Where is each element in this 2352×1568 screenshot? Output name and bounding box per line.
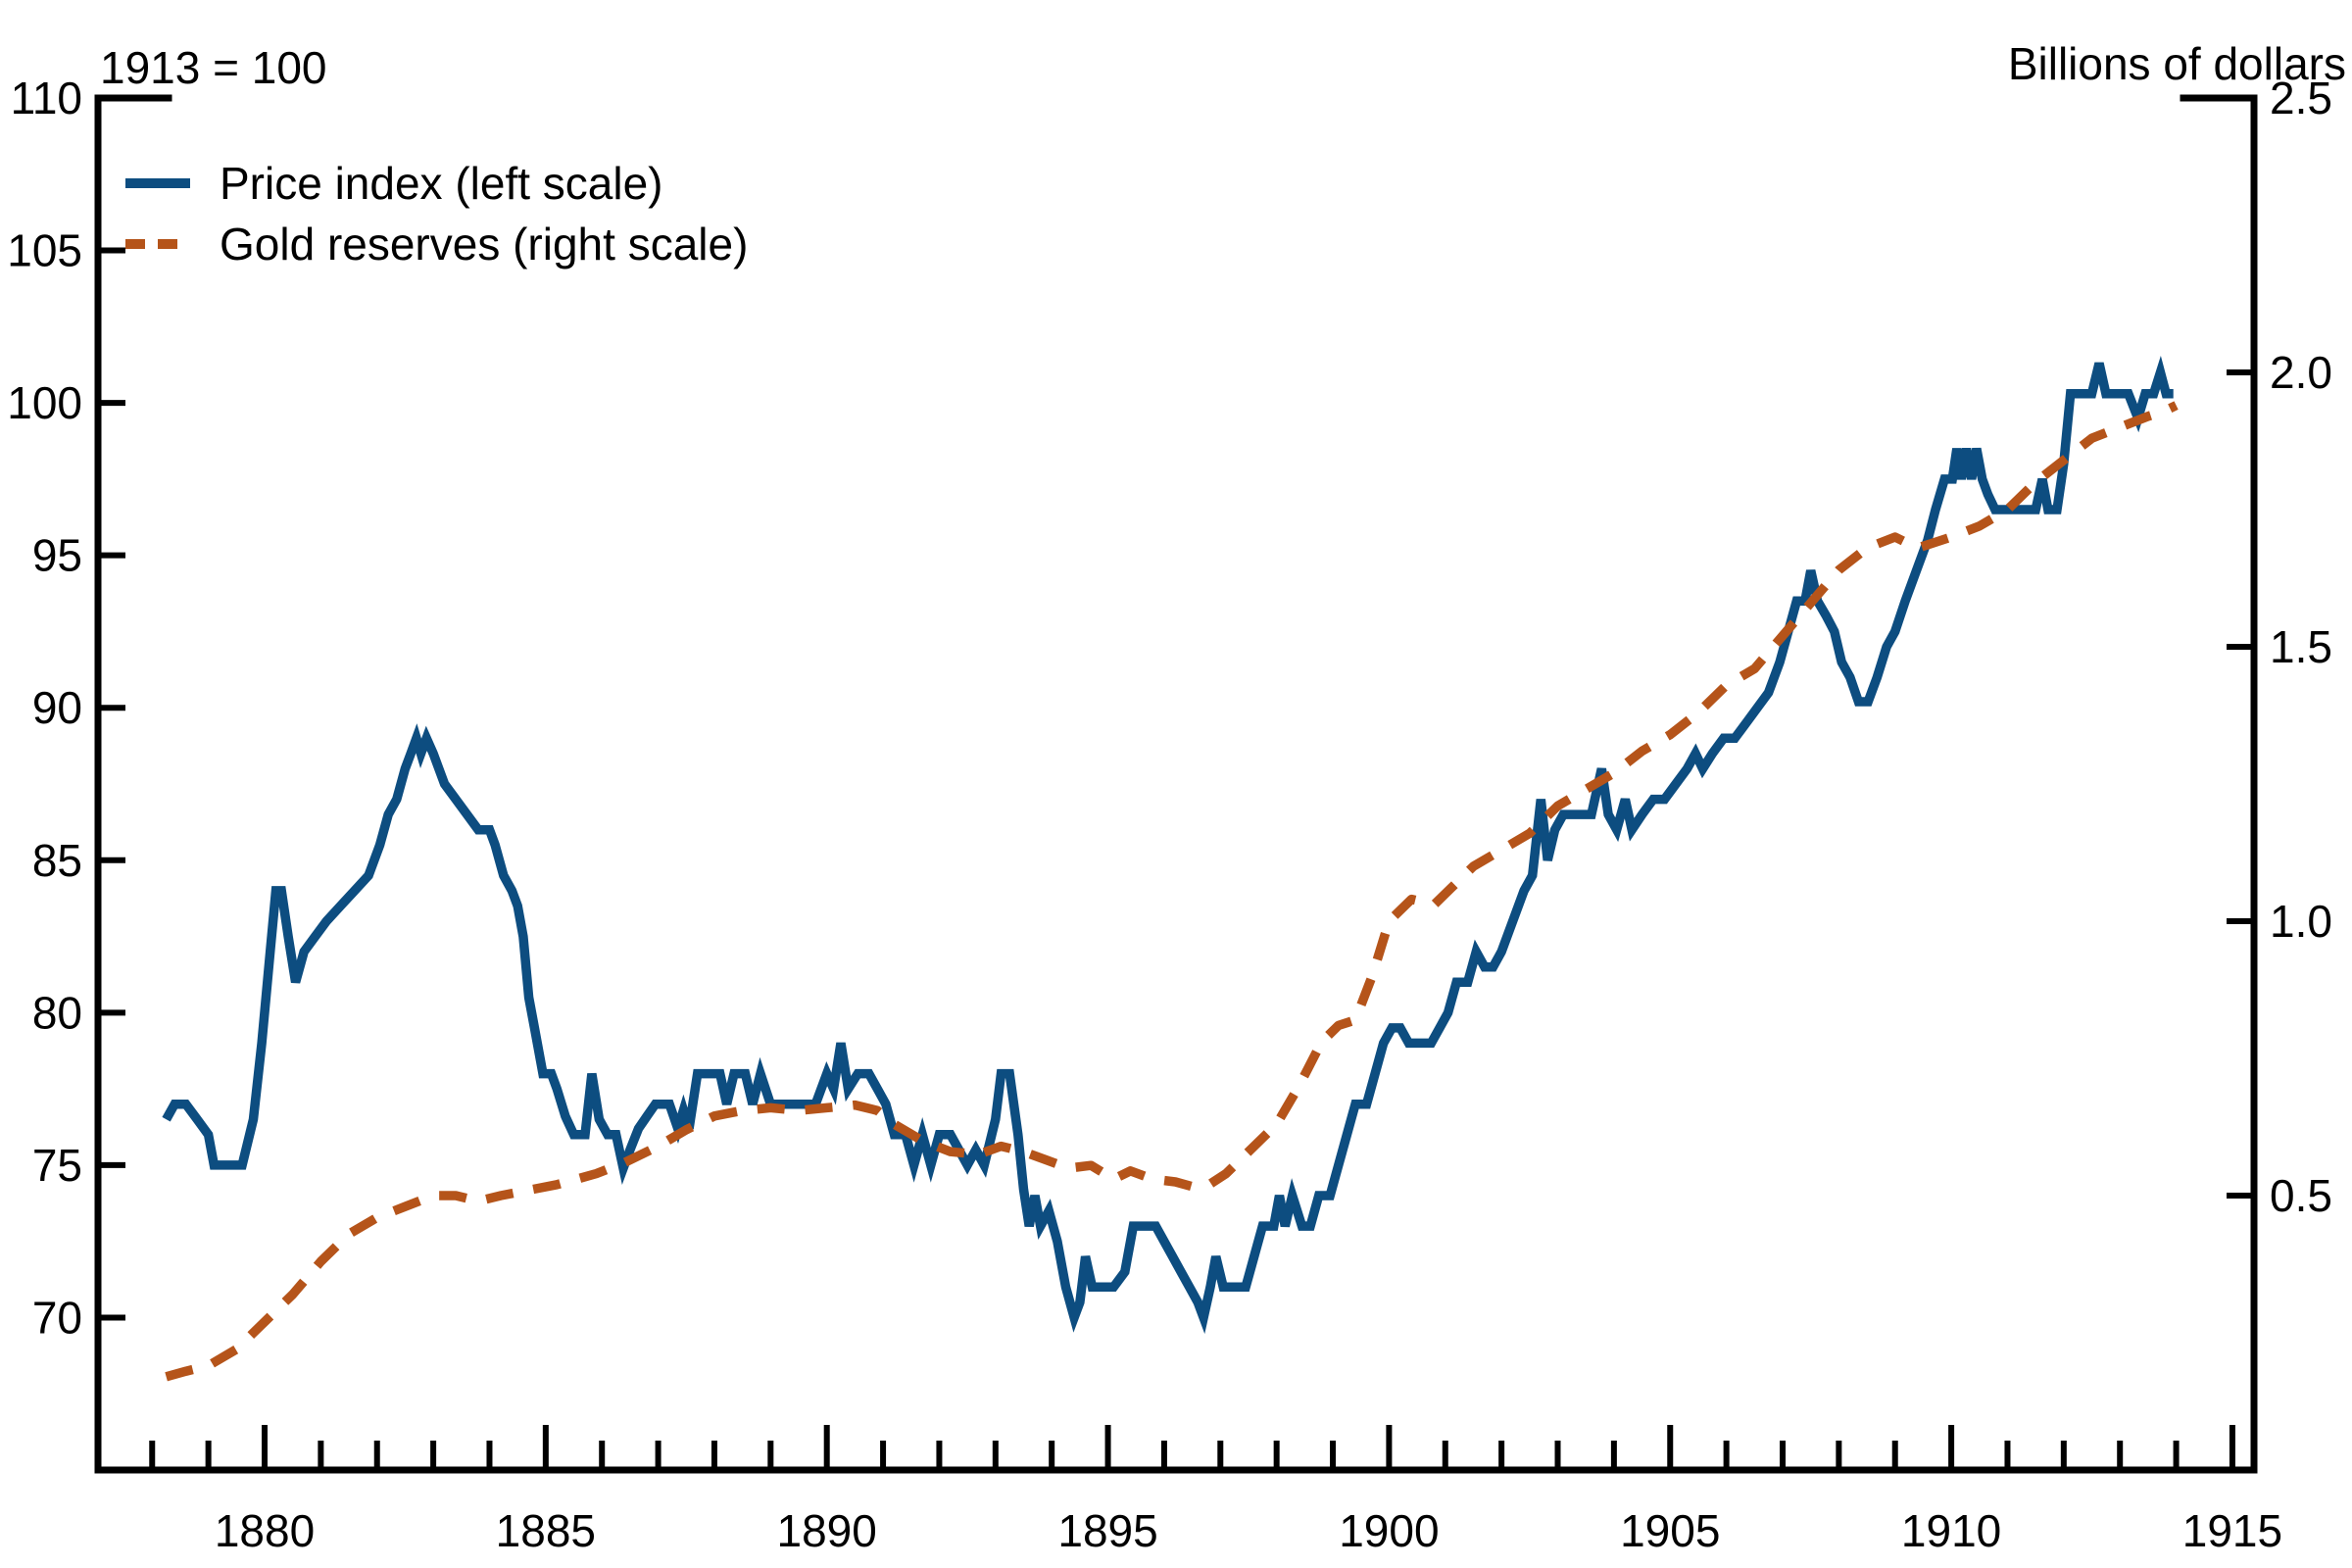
x-axis-tick-label: 1910 — [1901, 1505, 2001, 1556]
right-axis-tick-label: 1.5 — [2270, 621, 2332, 672]
legend-item-price-index: Price index (left scale) — [125, 153, 748, 214]
left-axis-tick-label: 95 — [32, 530, 82, 581]
x-axis-tick-label: 1885 — [496, 1505, 596, 1556]
legend-label-gold-reserves: Gold reserves (right scale) — [220, 219, 749, 270]
right-axis-tick-label: 0.5 — [2270, 1170, 2332, 1221]
x-axis-tick-label: 1880 — [215, 1505, 315, 1556]
price-index-line-group — [162, 356, 2174, 1335]
gold-reserves-line-swatch — [125, 239, 190, 249]
legend: Price index (left scale) Gold reserves (… — [125, 153, 748, 274]
x-axis: 1880 1885 1890 1895 1900 1905 1910 1915 — [149, 1425, 2282, 1556]
right-axis-tick-label: 2.0 — [2270, 347, 2332, 398]
right-axis: 2.5 2.0 1.5 1.0 0.5 — [2227, 73, 2332, 1221]
left-axis-tick-label: 110 — [11, 73, 82, 123]
gold-reserves-line — [165, 401, 2179, 1382]
x-axis-tick-label: 1890 — [777, 1505, 877, 1556]
left-axis-tick-label: 75 — [32, 1140, 82, 1191]
x-axis-tick-label: 1895 — [1057, 1505, 1157, 1556]
x-axis-tick-label: 1905 — [1620, 1505, 1720, 1556]
right-axis-tick-label: 2.5 — [2270, 73, 2332, 123]
left-axis-tick-label: 85 — [32, 835, 82, 886]
legend-label-price-index: Price index (left scale) — [220, 158, 663, 209]
axes-frame — [94, 94, 2258, 1474]
left-axis: 110 105 100 95 90 85 80 75 70 — [7, 73, 125, 1343]
left-axis-unit-label: 1913 = 100 — [100, 42, 327, 93]
left-axis-tick-label: 105 — [7, 225, 82, 276]
right-axis-unit-label: Billions of dollars — [2007, 38, 2346, 89]
price-index-line — [162, 356, 2174, 1335]
left-axis-tick-label: 70 — [32, 1292, 82, 1343]
x-axis-tick-label: 1900 — [1339, 1505, 1439, 1556]
left-axis-tick-label: 100 — [7, 377, 82, 428]
price-index-line-swatch — [125, 178, 190, 188]
left-axis-tick-label: 90 — [32, 682, 82, 733]
right-axis-tick-label: 1.0 — [2270, 896, 2332, 947]
legend-item-gold-reserves: Gold reserves (right scale) — [125, 214, 748, 274]
x-axis-tick-label: 1915 — [2182, 1505, 2282, 1556]
left-axis-tick-label: 80 — [32, 987, 82, 1038]
gold-reserves-line-group — [165, 401, 2179, 1382]
